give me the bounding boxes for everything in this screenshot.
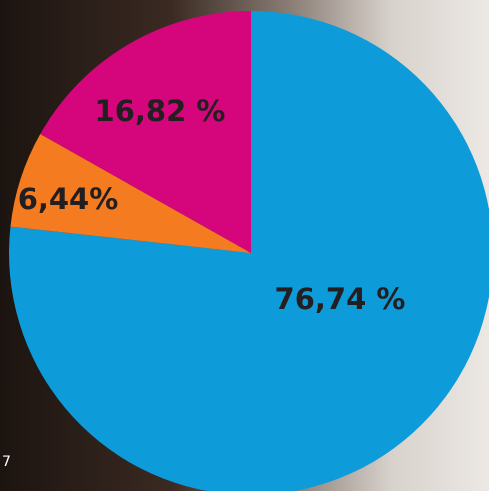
pie: 76,74 % 6,44% 16,82 % [9, 11, 489, 491]
value-label: 16,82 % [95, 94, 226, 128]
chart: 76,74 % 6,44% 16,82 % 7 [0, 0, 489, 491]
value-label: 6,44% [18, 182, 119, 216]
value-label: 76,74 % [275, 282, 406, 316]
page-number: 7 [2, 454, 11, 470]
